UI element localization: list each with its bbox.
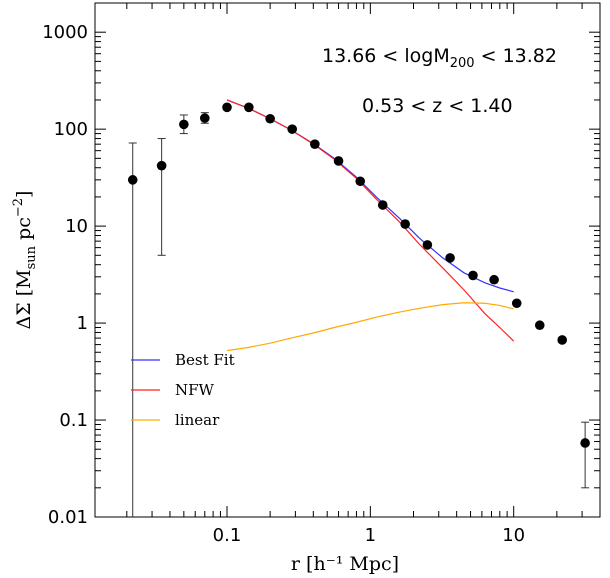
data-point xyxy=(511,298,522,309)
y-tick-label: 10 xyxy=(65,216,88,237)
y-tick-label: 0.1 xyxy=(59,410,88,431)
legend-label-linear: linear xyxy=(175,411,220,429)
data-point xyxy=(179,119,189,130)
data-point xyxy=(199,113,210,123)
legend: Best Fit NFW linear xyxy=(131,351,235,429)
y-tick-label: 1000 xyxy=(42,22,88,43)
y-tick-label: 0.01 xyxy=(48,507,88,528)
y-tick-label: 1 xyxy=(77,313,88,334)
data-point xyxy=(534,320,545,331)
data-point xyxy=(489,274,499,285)
data-point xyxy=(355,176,366,187)
curve-linear xyxy=(226,302,514,352)
data-point xyxy=(422,240,433,250)
curve-nfw xyxy=(226,99,515,342)
data-point xyxy=(557,335,568,345)
data-point xyxy=(222,102,232,113)
data-point xyxy=(400,219,410,229)
data-point xyxy=(310,139,320,149)
ticks: 0.1 1 10 0.01 0.1 1 10 100 1000 xyxy=(42,2,601,546)
plot-frame xyxy=(94,2,601,518)
annotation-redshift-range: 0.53 < z < 1.40 xyxy=(362,95,513,117)
data-point xyxy=(468,270,478,281)
data-point xyxy=(333,156,344,166)
x-tick-label: 1 xyxy=(365,525,376,546)
y-axis-label: ΔΣ [Msun pc−2] xyxy=(11,191,39,330)
y-tick-label: 100 xyxy=(54,119,88,140)
legend-label-nfw: NFW xyxy=(175,381,215,399)
x-tick-label: 0.1 xyxy=(213,525,242,546)
data-point xyxy=(265,113,275,124)
data-points xyxy=(127,102,590,517)
data-point xyxy=(580,438,590,448)
data-point xyxy=(127,175,138,185)
x-tick-label: 10 xyxy=(502,525,525,546)
data-point xyxy=(244,102,254,113)
data-point xyxy=(377,200,388,210)
data-point xyxy=(445,253,455,263)
legend-label-best-fit: Best Fit xyxy=(175,351,235,369)
data-point xyxy=(287,124,297,134)
annotation-mass-range: 13.66 < logM200 < 13.82 xyxy=(322,45,557,71)
curve-best-fit xyxy=(226,99,514,293)
data-point xyxy=(156,160,167,171)
x-axis-label: r [h⁻¹ Mpc] xyxy=(291,553,399,575)
fit-curves xyxy=(226,99,515,352)
